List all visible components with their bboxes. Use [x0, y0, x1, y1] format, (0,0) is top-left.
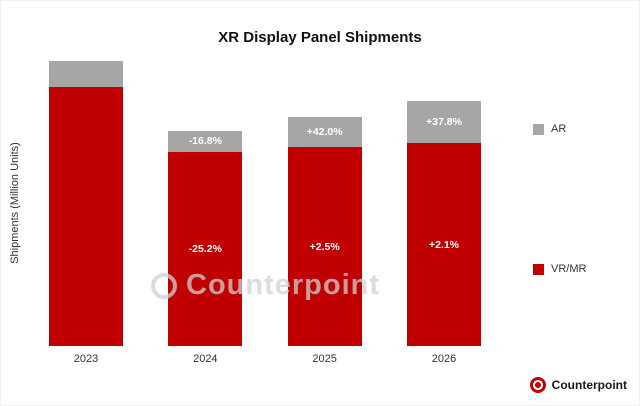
chart-title: XR Display Panel Shipments — [218, 29, 422, 46]
bar-segment-vrmr-2026: +2.1% — [406, 143, 481, 346]
legend-label: VR/MR — [551, 263, 587, 275]
bar-column-2024: -16.8% -25.2% 2024 — [168, 61, 243, 365]
bar-column-2025: +42.0% +2.5% 2025 — [287, 61, 362, 365]
bar-segment-vrmr-2025: +2.5% — [287, 147, 362, 346]
brand-name: Counterpoint — [551, 378, 627, 392]
x-axis-tick-2026: 2026 — [431, 353, 457, 365]
x-axis-tick-2023: 2023 — [73, 353, 99, 365]
bar-segment-vrmr-2023 — [49, 86, 123, 346]
counterpoint-logo-icon — [529, 377, 546, 393]
bar-segment-ar-2025: +42.0% — [287, 116, 362, 148]
bar-column-2026: +37.8% +2.1% 2026 — [406, 61, 481, 365]
legend-label: AR — [551, 123, 567, 135]
growth-label: +42.0% — [306, 126, 343, 139]
growth-label: +37.8% — [426, 116, 462, 129]
bar-segment-ar-2026: +37.8% — [406, 100, 481, 144]
legend-swatch — [533, 263, 544, 275]
legend: AR VR/MR — [533, 123, 586, 275]
y-axis-label: Shipments (Million Units) — [9, 142, 21, 264]
growth-label: -16.8% — [188, 135, 222, 148]
legend-swatch — [533, 123, 544, 135]
x-axis-tick-2024: 2024 — [193, 353, 218, 365]
bar-column-2023: 2023 — [49, 61, 123, 365]
brand-footer: Counterpoint — [529, 377, 627, 393]
growth-label: +2.1% — [428, 238, 460, 251]
growth-label: +2.5% — [309, 240, 340, 253]
bar-segment-ar-2023 — [49, 61, 123, 87]
bar-segment-vrmr-2024: -25.2% — [168, 152, 243, 346]
growth-label: -25.2% — [188, 243, 222, 256]
plot-area: 2023 -16.8% -25.2% 2024 +42.0% +2.5% 2025 +37.8… — [49, 61, 481, 365]
x-axis-tick-2025: 2025 — [312, 353, 337, 365]
bar-segment-ar-2024: -16.8% — [168, 130, 243, 153]
legend-item-vrmr: VR/MR — [533, 263, 586, 275]
legend-item-ar: AR — [533, 123, 586, 135]
